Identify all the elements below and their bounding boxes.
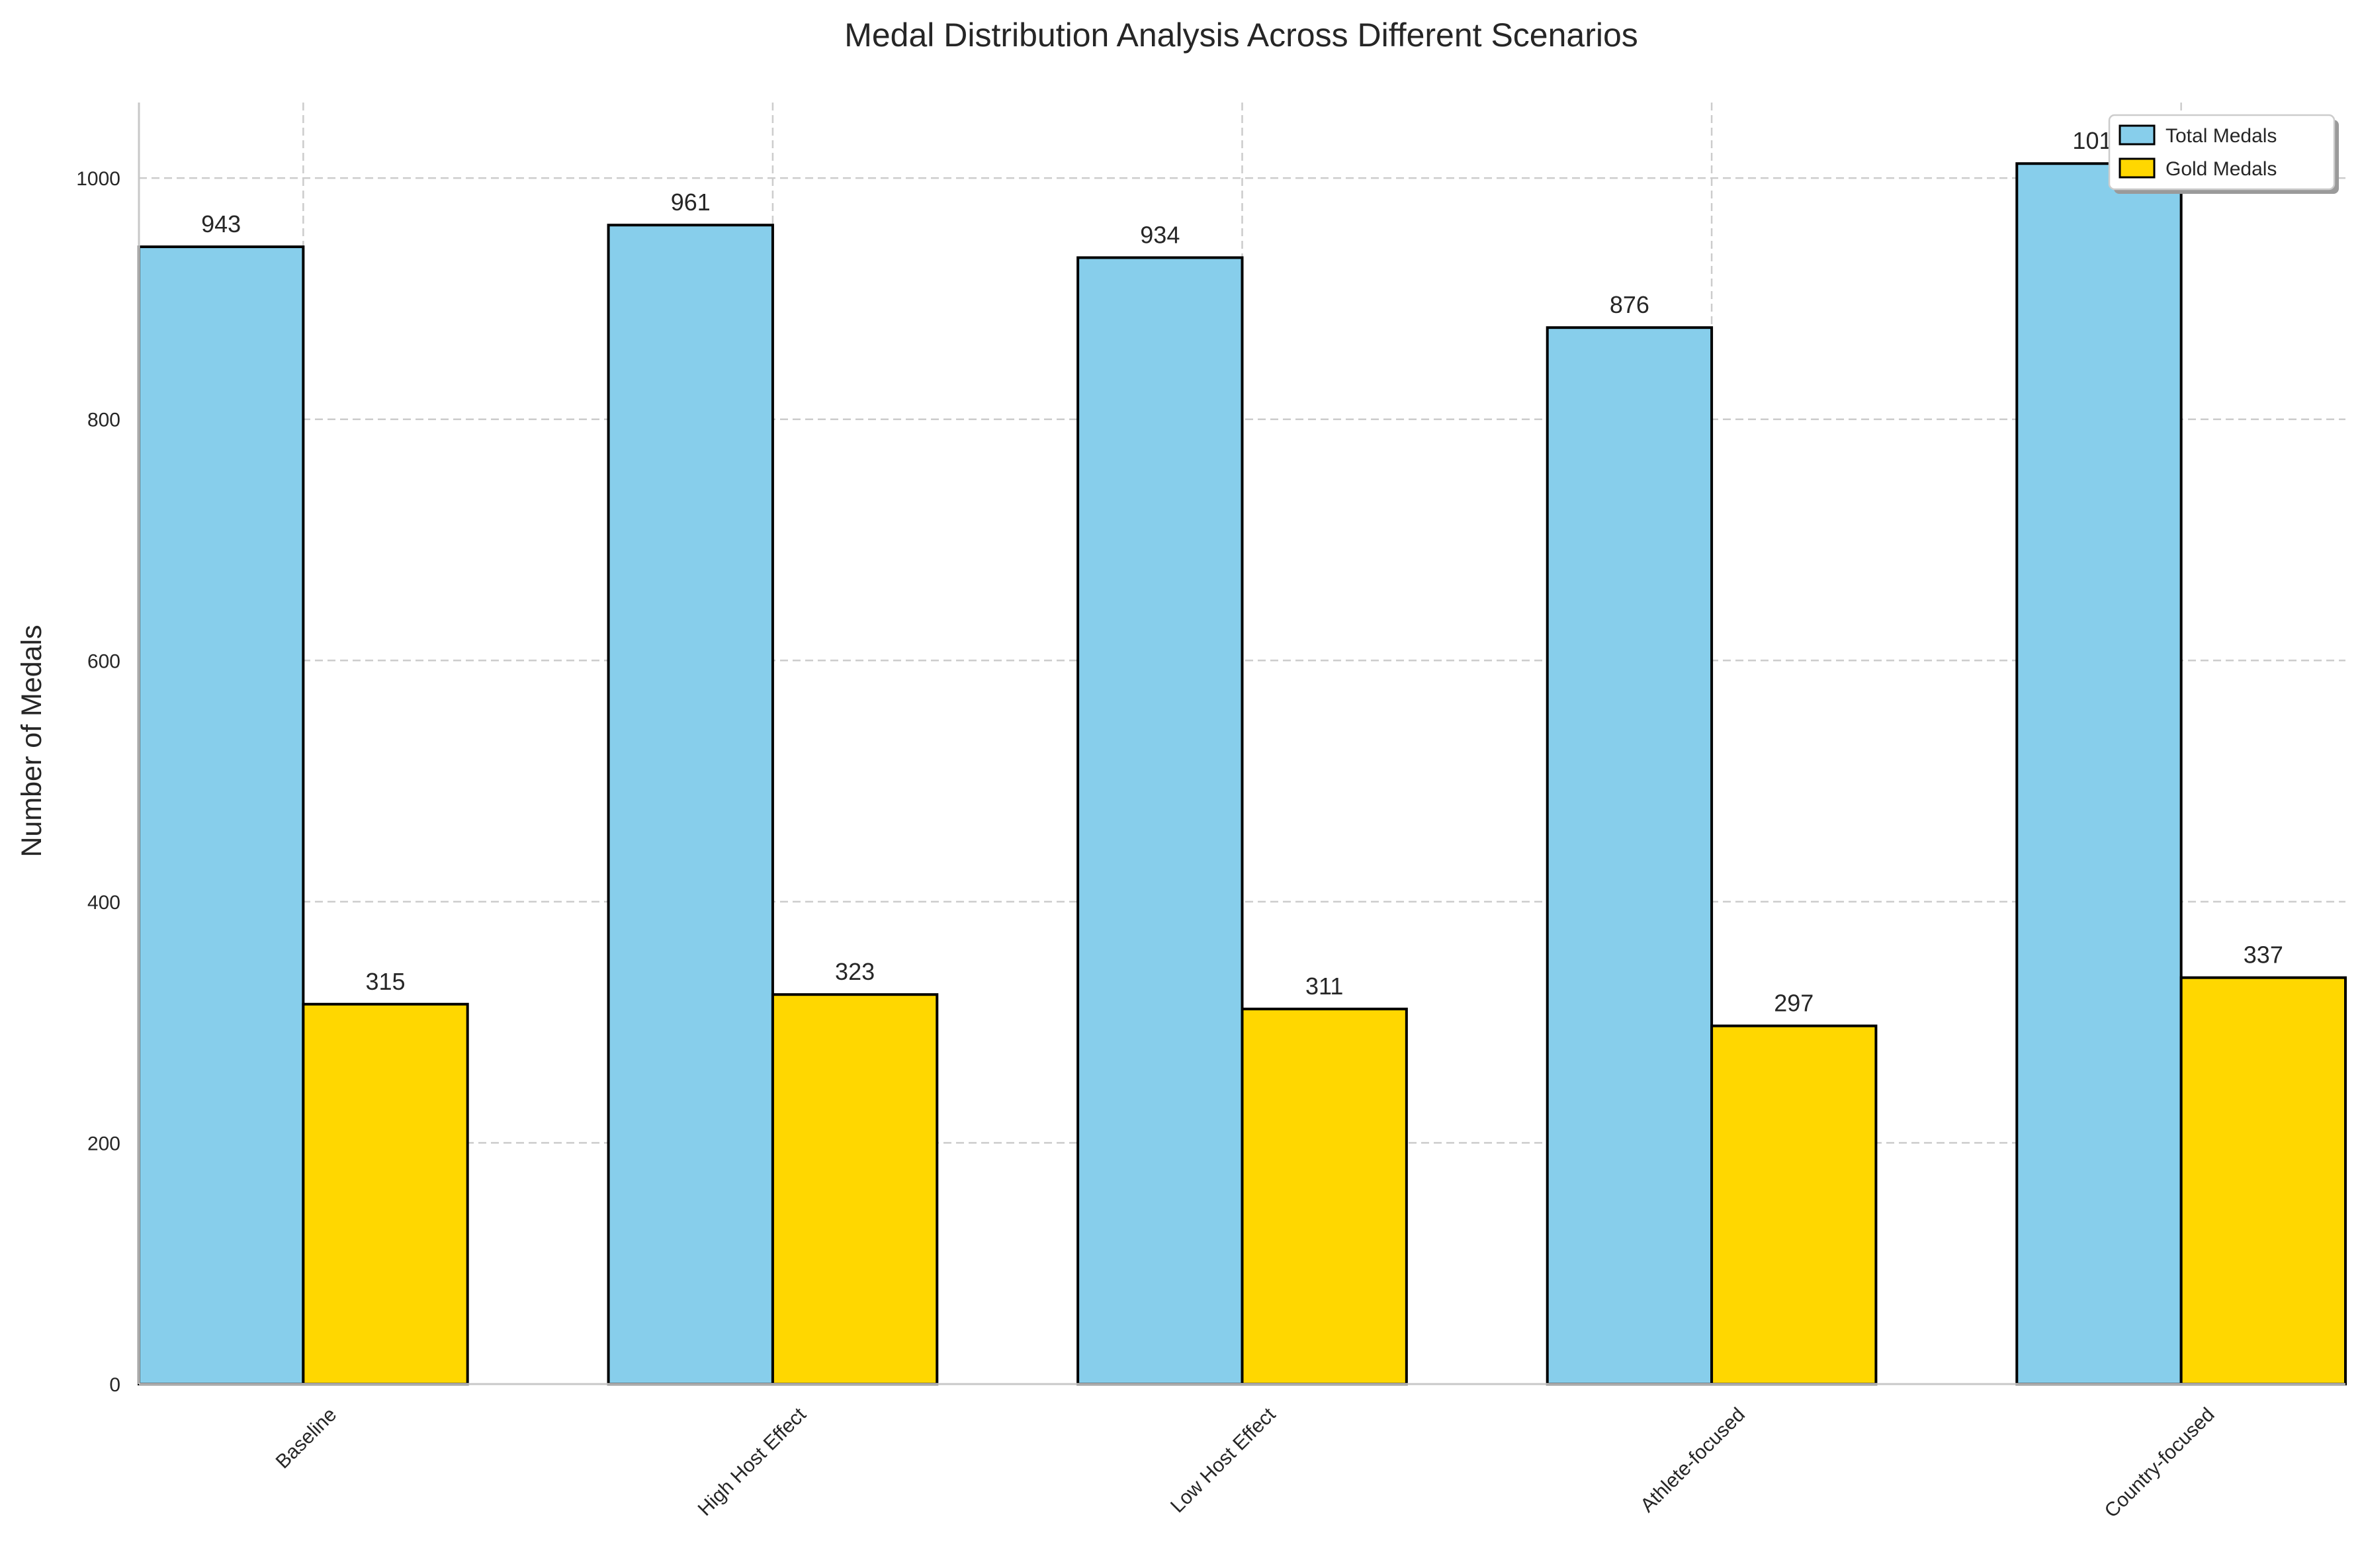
total-medals-bar [1546,326,1714,1385]
bar-value-label: 297 [1774,990,1814,1017]
bar-value-label: 311 [1305,973,1343,1000]
legend-label: Gold Medals [2165,158,2277,180]
y-axis-label: Number of Medals [16,625,48,857]
gold-medals-bar [771,993,939,1385]
legend-label: Total Medals [2165,125,2277,147]
total-medals-bar [1076,256,1244,1385]
total-medals-bar [138,245,305,1385]
x-tick-label: Athlete-focused [1636,1404,1749,1517]
x-tick-label: Country-focused [2101,1404,2219,1522]
y-tick-label: 0 [109,1374,120,1396]
y-tick-label: 800 [87,410,120,431]
gold-medals-bar [1241,1008,1408,1385]
grid-lines [139,103,2345,1384]
y-tick-label: 400 [87,892,120,914]
gold-medals-bar [1710,1024,1878,1386]
x-tick-label: Baseline [272,1404,341,1473]
total-medals-bar [607,224,774,1386]
x-tick-label: Low Host Effect [1166,1403,1280,1517]
bar-value-label: 876 [1610,291,1649,318]
y-tick-label: 200 [87,1133,120,1154]
y-tick-label: 600 [87,650,120,672]
bar-value-label: 961 [671,189,711,216]
chart-title: Medal Distribution Analysis Across Diffe… [844,17,1638,54]
bar-value-label: 337 [2244,941,2283,969]
legend-swatch [2119,124,2156,146]
bar-value-label: 934 [1140,221,1180,248]
bars [138,162,2347,1386]
total-medals-bar [2015,162,2183,1386]
gold-medals-bar [2179,976,2347,1385]
gold-medals-bar [302,1002,469,1385]
bar-value-label: 315 [365,968,405,995]
bar-value-label: 943 [201,210,241,238]
y-tick-label: 1000 [76,168,120,190]
legend: Total Medals Gold Medals [2108,114,2339,194]
legend-box [2108,114,2336,191]
bar-value-label: 323 [835,958,875,985]
x-tick-label: High Host Effect [694,1403,811,1520]
legend-swatch [2119,157,2156,179]
